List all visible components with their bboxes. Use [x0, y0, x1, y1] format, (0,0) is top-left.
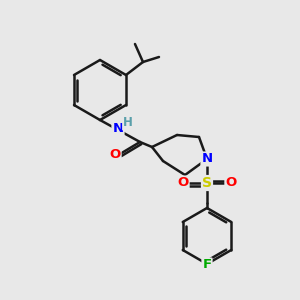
Text: N: N: [112, 122, 124, 134]
Text: N: N: [201, 152, 213, 166]
Text: S: S: [202, 176, 212, 190]
Text: O: O: [177, 176, 189, 190]
Text: H: H: [123, 116, 133, 130]
Text: O: O: [225, 176, 237, 190]
Text: F: F: [202, 259, 211, 272]
Text: O: O: [110, 148, 121, 161]
